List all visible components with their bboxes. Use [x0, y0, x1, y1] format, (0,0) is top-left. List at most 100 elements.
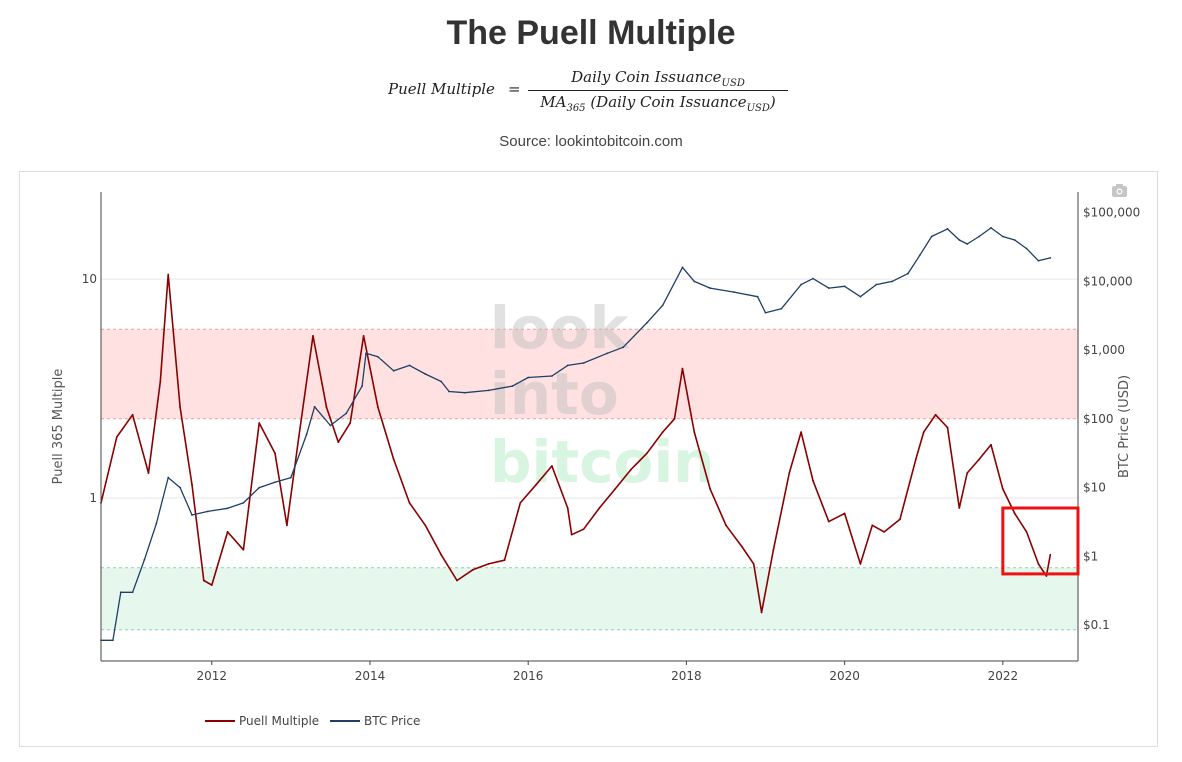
- source-caption: Source: lookintobitcoin.com: [499, 133, 683, 150]
- btc-point: [645, 321, 648, 324]
- left-tick-label: 10: [82, 272, 97, 286]
- btc-point: [566, 364, 569, 367]
- btc-point: [179, 486, 182, 489]
- puell-point: [914, 458, 917, 461]
- puell-point: [242, 548, 245, 551]
- left-axis-title: Puell 365 Multiple: [51, 369, 66, 485]
- puell-point: [788, 472, 791, 474]
- puell-point: [535, 483, 538, 486]
- puell-point: [297, 436, 300, 438]
- btc-point: [274, 481, 276, 484]
- puell-point: [503, 559, 506, 562]
- btc-point: [329, 424, 332, 427]
- puell-point: [582, 528, 585, 531]
- formula-numerator: Daily Coin IssuanceUSD: [528, 68, 788, 89]
- btc-point: [946, 228, 949, 230]
- puell-point: [645, 452, 648, 455]
- puell-point: [408, 501, 411, 504]
- btc-point: [392, 369, 395, 372]
- btc-point: [511, 385, 514, 387]
- puell-point: [115, 436, 118, 438]
- btc-point: [1049, 256, 1052, 259]
- puell-point: [760, 611, 763, 614]
- puell-point: [349, 422, 352, 424]
- btc-point: [167, 476, 170, 479]
- btc-point: [408, 364, 411, 367]
- puell-point: [740, 545, 743, 548]
- watermark: look into bitcoin: [490, 294, 715, 496]
- btc-point: [930, 235, 933, 238]
- puell-point: [752, 562, 755, 565]
- puell-point: [337, 441, 340, 444]
- btc-point: [424, 373, 427, 375]
- puell-point: [286, 524, 288, 527]
- btc-point: [1001, 235, 1004, 238]
- x-tick-label: 2014: [355, 669, 386, 683]
- btc-point: [143, 558, 146, 561]
- puell-point: [471, 568, 474, 571]
- series-layer: [100, 227, 1052, 642]
- puell-point: [362, 335, 365, 337]
- band-red: [101, 329, 1078, 419]
- watermark-into: into: [490, 360, 619, 428]
- puell-point: [487, 562, 490, 565]
- btc-point: [361, 385, 363, 387]
- btc-point: [875, 283, 878, 286]
- btc-point: [111, 639, 114, 642]
- btc-point: [313, 405, 316, 408]
- puell-point: [934, 413, 937, 416]
- formula-numerator-sub: USD: [721, 78, 745, 89]
- btc-point: [582, 362, 585, 364]
- puell-point: [424, 524, 427, 527]
- formula-den-mid: (Daily Coin Issuance: [585, 93, 747, 111]
- btc-point: [551, 375, 553, 377]
- formula-den-pre: MA: [540, 93, 567, 111]
- puell-point: [1045, 575, 1048, 577]
- right-tick-label: $100,000: [1083, 206, 1140, 220]
- camera-icon[interactable]: [1112, 184, 1127, 197]
- puell-point: [990, 443, 992, 446]
- right-tick-label: $0.1: [1083, 618, 1110, 632]
- puell-point: [179, 406, 182, 409]
- chart-frame: look into bitcoin 2012 2014 2016 2018 2020 20…: [19, 171, 1158, 747]
- puell-point: [871, 524, 874, 527]
- x-tick-label: 2020: [829, 669, 860, 683]
- x-tick-label: 2018: [671, 669, 702, 683]
- btc-point: [376, 355, 379, 358]
- btc-point: [958, 239, 961, 241]
- annotation-layer: [1001, 506, 1080, 576]
- puell-point: [681, 367, 684, 370]
- puell-point: [312, 335, 314, 337]
- btc-point: [155, 522, 158, 525]
- puell-point: [978, 458, 981, 461]
- btc-point: [345, 412, 348, 415]
- btc-point: [661, 304, 664, 307]
- puell-point: [159, 380, 162, 383]
- puell-point: [167, 273, 170, 276]
- btc-point: [226, 507, 229, 510]
- btc-point: [918, 254, 921, 257]
- btc-point: [756, 295, 759, 298]
- puell-point: [274, 452, 276, 455]
- btc-point: [859, 295, 862, 298]
- btc-point: [907, 272, 909, 275]
- puell-point: [1013, 512, 1016, 515]
- puell-point: [131, 413, 134, 416]
- puell-point: [1001, 488, 1004, 490]
- btc-point: [131, 591, 134, 594]
- puell-point: [325, 406, 328, 409]
- legend: Puell Multiple BTC Price: [205, 714, 420, 728]
- btc-point: [1013, 239, 1016, 241]
- puell-point: [258, 422, 261, 424]
- x-tick-label: 2016: [513, 669, 544, 683]
- btc-point: [622, 346, 625, 349]
- puell-point: [946, 426, 949, 429]
- puell-point: [226, 530, 229, 533]
- puell-point: [147, 472, 150, 474]
- page-title: The Puell Multiple: [446, 14, 736, 52]
- puell-point: [1049, 553, 1052, 556]
- btc-point: [289, 476, 292, 479]
- puell-point: [859, 562, 862, 565]
- btc-point: [709, 287, 712, 289]
- formula-equals: =: [508, 80, 521, 98]
